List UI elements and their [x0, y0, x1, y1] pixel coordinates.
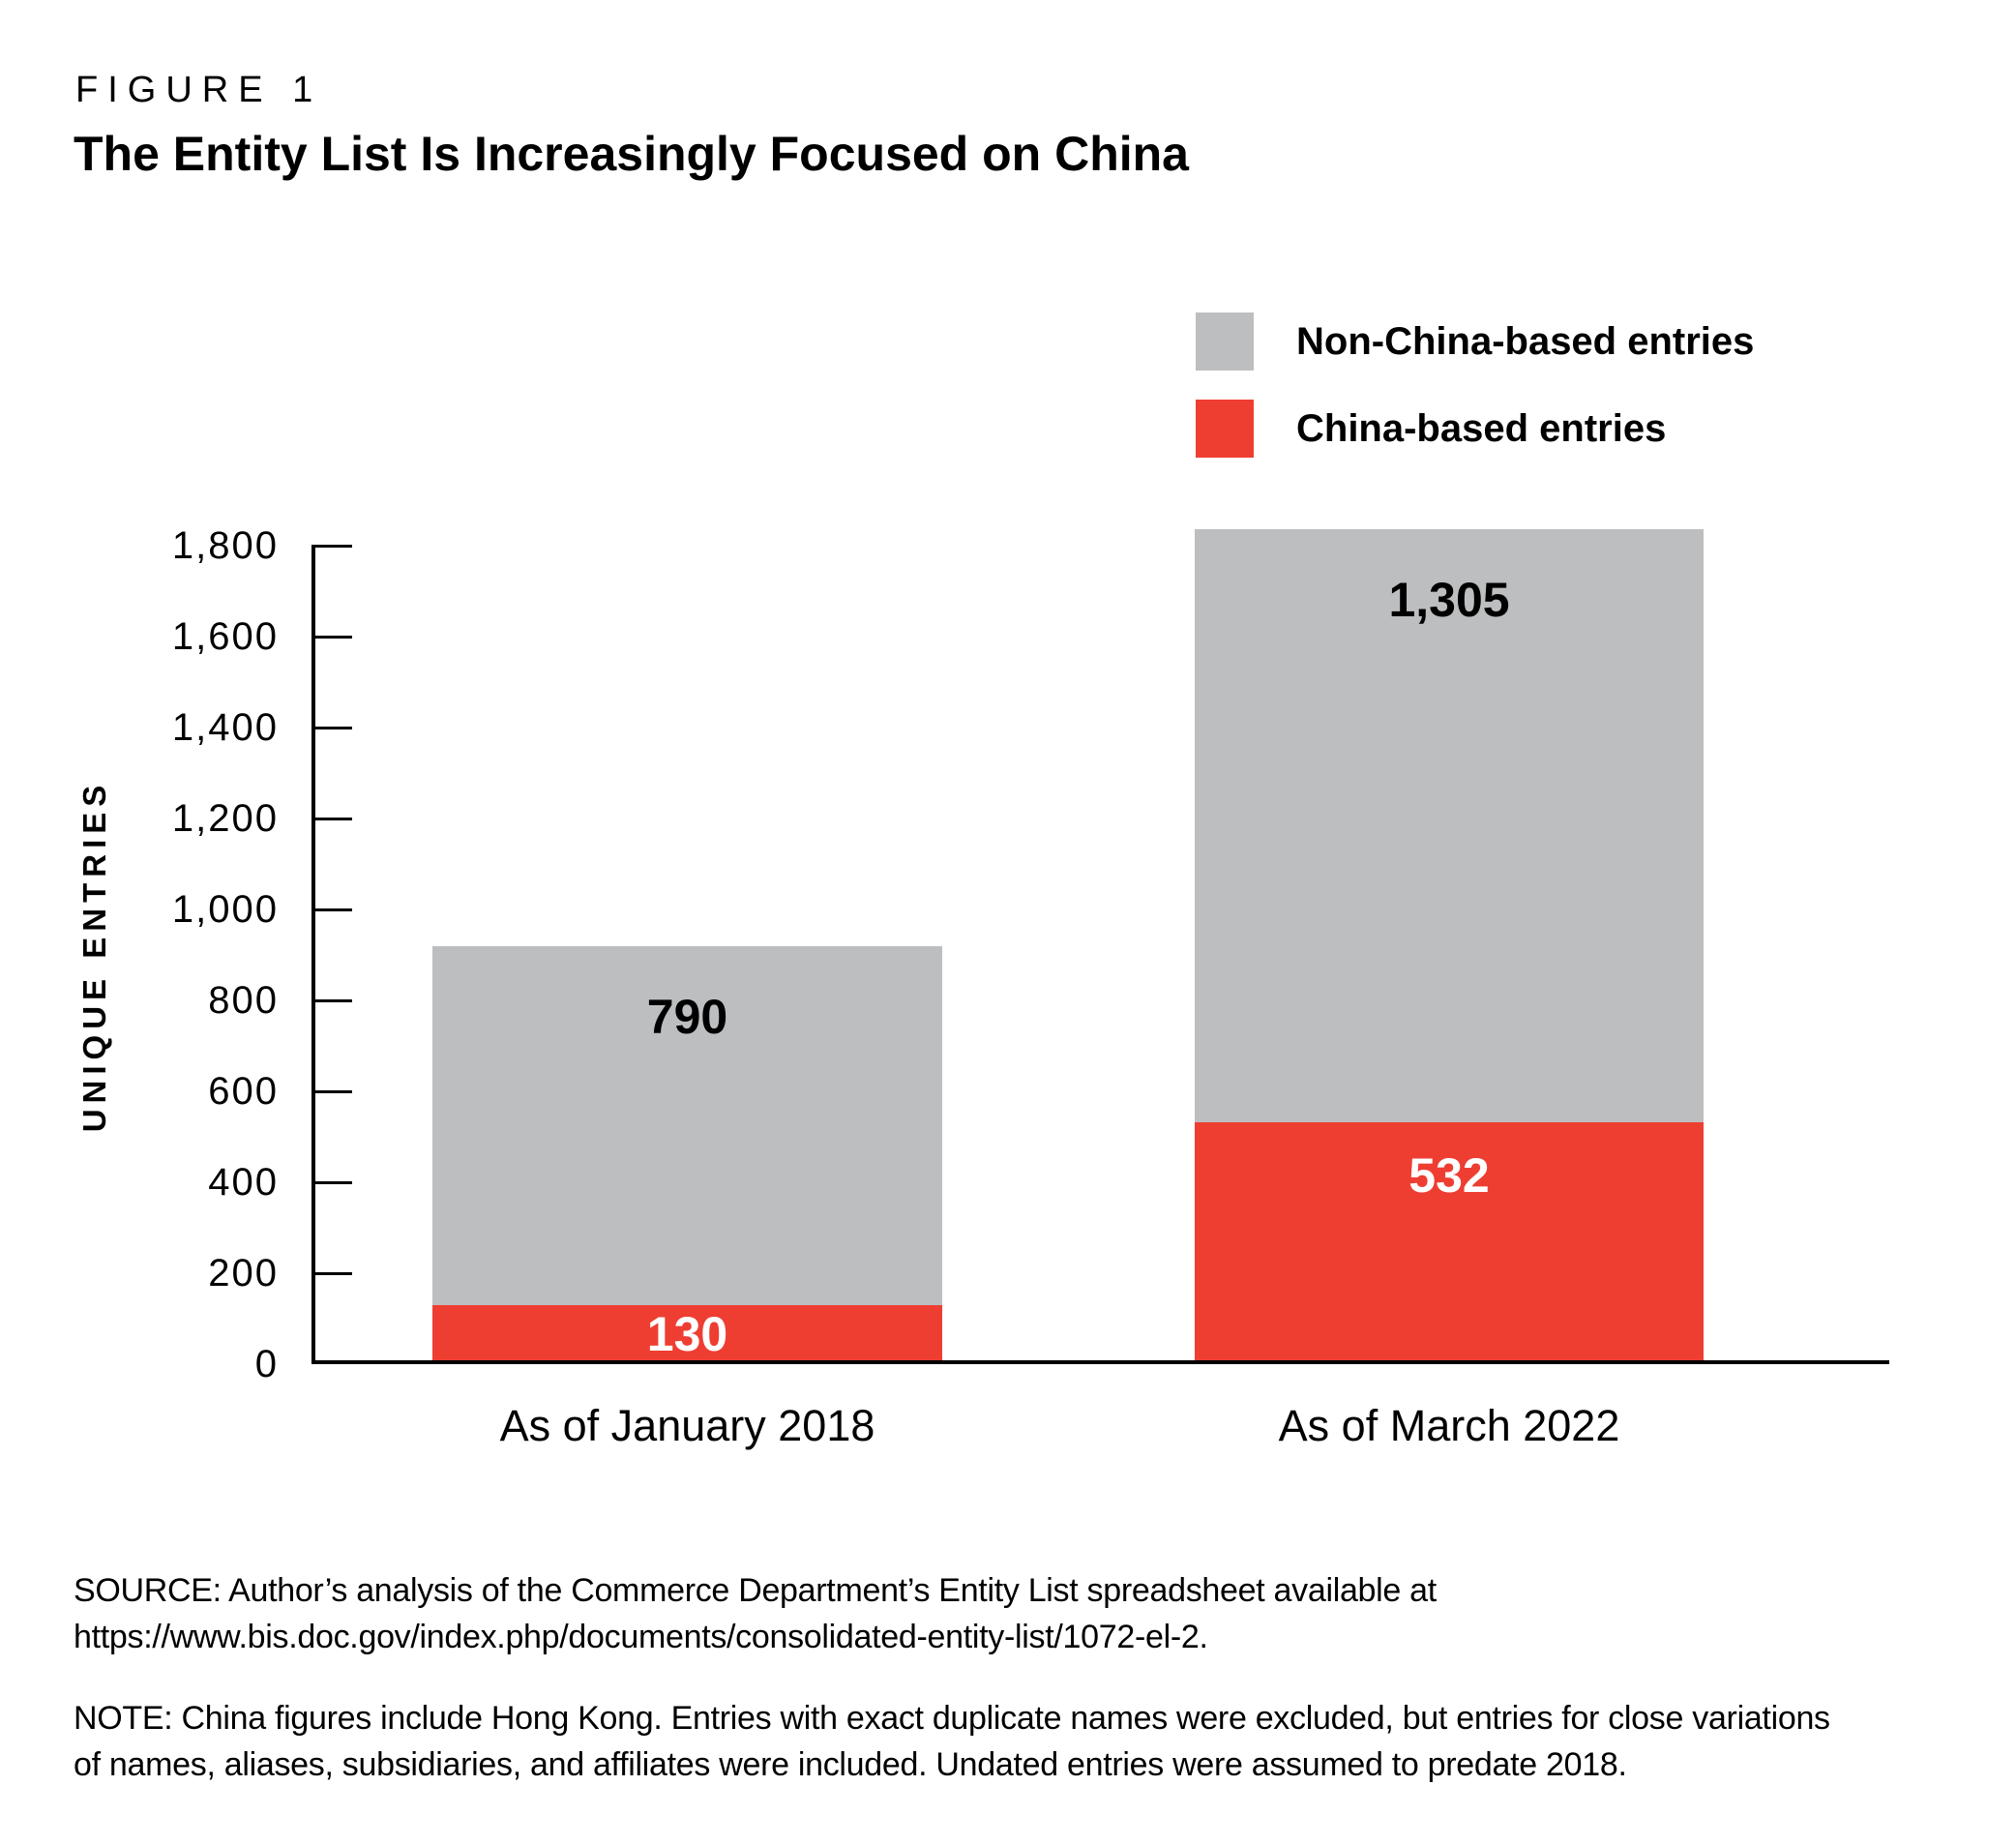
bar-segment-non-china: 790: [432, 945, 942, 1305]
y-axis-tick: [311, 1089, 352, 1093]
y-axis-tick: [311, 817, 352, 820]
figure-title: The Entity List Is Increasingly Focused …: [74, 127, 1189, 181]
legend-swatch-china-icon: [1196, 400, 1254, 458]
y-axis-tick-label: 200: [208, 1252, 279, 1294]
bar-value-label: 790: [646, 989, 728, 1044]
legend-item-china: China-based entries: [1196, 400, 1754, 458]
y-axis-tick-label: 400: [208, 1161, 279, 1204]
bar-segment-non-china: 1,305: [1195, 528, 1704, 1122]
legend-label-non-china: Non-China-based entries: [1296, 319, 1755, 363]
x-axis-category-label: As of March 2022: [1278, 1401, 1620, 1450]
y-axis-tick: [311, 1271, 352, 1275]
y-axis-tick: [311, 1180, 352, 1184]
y-axis-tick-label: 1,200: [171, 797, 279, 840]
y-axis-tick: [311, 998, 352, 1002]
bar-value-label: 1,305: [1388, 572, 1510, 627]
y-axis-line: [311, 546, 315, 1364]
legend-label-china: China-based entries: [1296, 406, 1667, 450]
source-line-1: SOURCE: Author’s analysis of the Commerc…: [74, 1572, 1437, 1609]
y-axis-tick-label: 1,600: [171, 615, 279, 658]
y-axis-tick: [311, 635, 352, 639]
stacked-bar: 532 1,305: [1195, 528, 1704, 1364]
note-line-2: of names, aliases, subsidiaries, and aff…: [74, 1746, 1627, 1783]
bar-value-label: 130: [646, 1307, 728, 1362]
y-axis-tick-label: 1,400: [171, 706, 279, 749]
methodology-note: NOTE: China figures include Hong Kong. E…: [74, 1695, 1999, 1788]
bar-segment-china: 532: [1195, 1121, 1704, 1364]
source-line-2: https://www.bis.doc.gov/index.php/docume…: [74, 1619, 1208, 1655]
legend-swatch-non-china-icon: [1196, 312, 1254, 371]
y-axis-tick: [311, 726, 352, 729]
y-axis-tick-label: 1,000: [171, 888, 279, 931]
y-axis-tick: [311, 908, 352, 911]
legend-item-non-china: Non-China-based entries: [1196, 312, 1754, 371]
stacked-bar: 130 790: [432, 546, 942, 1364]
x-axis-line: [311, 1360, 1889, 1364]
bar-segment-china: 130: [432, 1304, 942, 1364]
y-axis-tick-label: 1,800: [171, 524, 279, 567]
y-axis-tick-label: 0: [254, 1343, 279, 1385]
y-axis-tick-label: 600: [208, 1070, 279, 1113]
note-line-1: NOTE: China figures include Hong Kong. E…: [74, 1700, 1830, 1737]
y-axis-tick: [311, 544, 352, 548]
y-axis-tick-label: 800: [208, 979, 279, 1022]
x-axis-category-label: As of January 2018: [499, 1401, 875, 1450]
plot-area: 0 200 400 600 800 1,000 1,200 1,400 1,600 1,800 13…: [172, 524, 1889, 1450]
figure-label: FIGURE 1: [75, 70, 323, 110]
bar-value-label: 532: [1408, 1147, 1490, 1203]
legend: Non-China-based entries China-based entr…: [1196, 312, 1754, 487]
source-note: SOURCE: Author’s analysis of the Commerc…: [74, 1567, 1999, 1660]
